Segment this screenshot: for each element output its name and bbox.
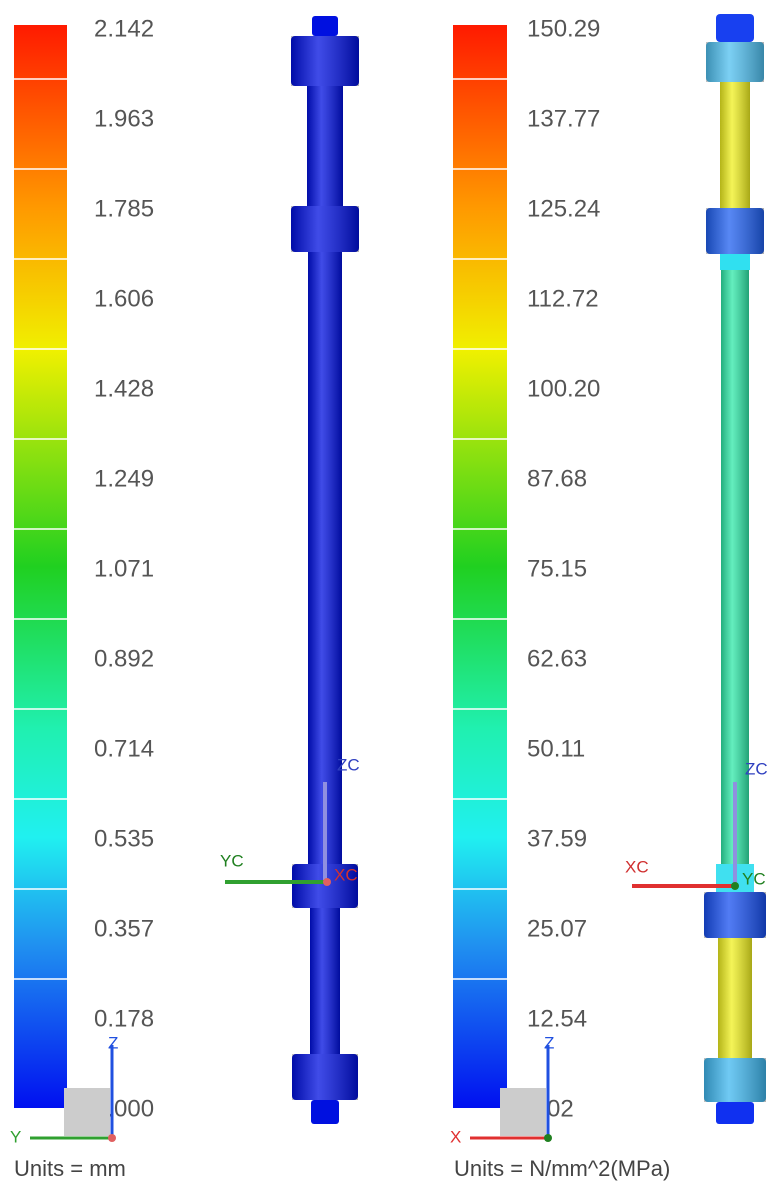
legend-value: 2.142 — [94, 15, 154, 42]
legend-value: 0.535 — [94, 825, 154, 852]
legend-value: 1.071 — [94, 555, 154, 582]
legend-value: 50.11 — [527, 735, 585, 762]
displacement-model — [291, 16, 359, 1124]
color-legend-bar — [14, 25, 67, 1108]
legend-value: 1.785 — [94, 195, 154, 222]
color-legend-bar — [453, 25, 507, 1108]
result-view: 2.142 1.963 1.785 1.606 1.428 1.249 1.071 0.892… — [0, 0, 774, 1189]
units-label: Units = N/mm^2(MPa) — [454, 1156, 670, 1181]
legend-value: 1.963 — [94, 105, 154, 132]
legend-value: 112.72 — [527, 285, 599, 312]
legend-value: 12.54 — [527, 1005, 587, 1032]
axis-label: XC — [334, 865, 358, 884]
axis-label: X — [450, 1127, 461, 1146]
axis-label: ZC — [745, 759, 768, 778]
legend-value: 1.428 — [94, 375, 154, 402]
axis-label: Z — [108, 1033, 118, 1052]
legend-value: 1.606 — [94, 285, 154, 312]
axis-label: YC — [220, 851, 244, 870]
legend-value: 100.20 — [527, 375, 600, 402]
axis-label: Z — [544, 1033, 554, 1052]
legend-value: 125.24 — [527, 195, 600, 222]
legend-value: 1.249 — [94, 465, 154, 492]
legend-value: 87.68 — [527, 465, 587, 492]
axis-label: ZC — [337, 755, 360, 774]
legend-value: 62.63 — [527, 645, 587, 672]
axis-label: Y — [10, 1127, 21, 1146]
legend-value: 37.59 — [527, 825, 587, 852]
legend-value: 137.77 — [527, 105, 600, 132]
legend-value: 0.714 — [94, 735, 154, 762]
legend-value: 25.07 — [527, 915, 587, 942]
stress-model — [704, 14, 766, 1124]
legend-value: 0.178 — [94, 1005, 154, 1032]
legend-value: 150.29 — [527, 15, 600, 42]
legend-value: 75.15 — [527, 555, 587, 582]
axis-label: YC — [742, 869, 766, 888]
legend-value: 0.357 — [94, 915, 154, 942]
axis-label: XC — [625, 857, 649, 876]
legend-value: 0.892 — [94, 645, 154, 672]
units-label: Units = mm — [14, 1156, 126, 1181]
